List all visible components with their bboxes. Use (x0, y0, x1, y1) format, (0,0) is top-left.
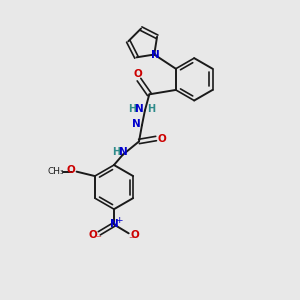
Text: ⁻: ⁻ (95, 234, 101, 244)
Text: H: H (147, 104, 155, 114)
Text: O: O (67, 165, 76, 175)
Text: N: N (110, 220, 118, 230)
Text: N: N (151, 50, 160, 59)
Text: O: O (130, 230, 139, 240)
Text: N: N (119, 147, 128, 157)
Text: +: + (116, 216, 123, 225)
Text: H: H (112, 147, 120, 157)
Text: O: O (158, 134, 166, 143)
Text: ⁻: ⁻ (128, 235, 134, 245)
Text: O: O (89, 230, 98, 240)
Text: N: N (132, 119, 140, 129)
Text: H: H (128, 104, 136, 114)
Text: N: N (135, 104, 143, 114)
Text: CH₃: CH₃ (48, 167, 64, 176)
Text: O: O (134, 69, 142, 79)
